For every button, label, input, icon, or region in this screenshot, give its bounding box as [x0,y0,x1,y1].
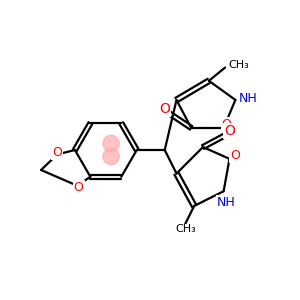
Circle shape [103,135,119,152]
Text: O: O [159,102,170,116]
Text: CH₃: CH₃ [228,60,249,70]
Circle shape [103,148,119,165]
Text: O: O [52,146,62,159]
Text: CH₃: CH₃ [175,224,196,235]
Text: NH: NH [217,196,236,209]
Text: O: O [74,181,83,194]
Text: O: O [224,124,235,138]
Text: O: O [230,149,240,162]
Text: NH: NH [238,92,257,105]
Text: O: O [222,118,232,131]
